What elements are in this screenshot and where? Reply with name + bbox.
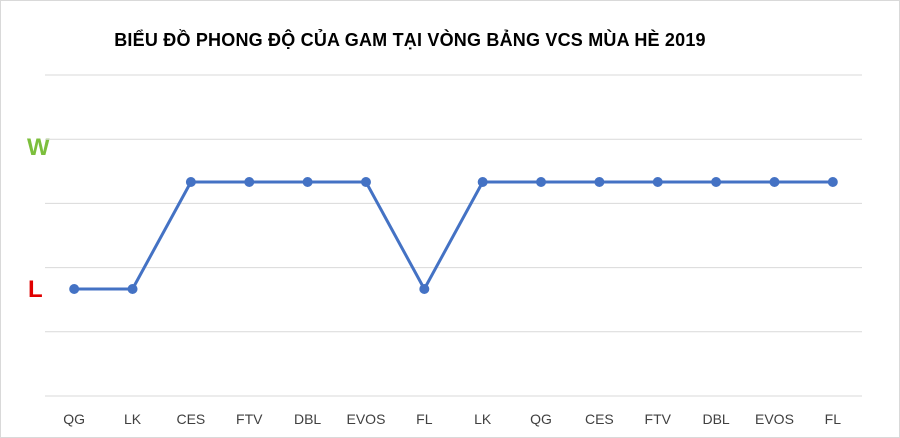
chart-title: BIỂU ĐỒ PHONG ĐỘ CỦA GAM TẠI VÒNG BẢNG V…	[114, 30, 706, 50]
x-tick-label: CES	[176, 411, 205, 427]
series-line	[74, 180, 833, 291]
data-point-evos-12	[769, 177, 780, 187]
data-point-lk-7	[477, 177, 488, 187]
data-points	[69, 177, 838, 294]
x-tick-label: LK	[124, 411, 142, 427]
x-tick-label: EVOS	[755, 411, 794, 427]
data-point-qg-0	[69, 284, 80, 294]
data-point-dbl-4	[302, 177, 313, 187]
x-tick-label: QG	[63, 411, 85, 427]
x-tick-label: EVOS	[347, 411, 386, 427]
x-tick-label: QG	[530, 411, 552, 427]
x-tick-label: DBL	[294, 411, 321, 427]
x-tick-label: FL	[416, 411, 433, 427]
y-label-win: W	[27, 134, 50, 161]
data-point-lk-1	[127, 284, 138, 294]
y-label-loss: L	[28, 276, 43, 303]
series-line-group	[74, 180, 833, 291]
x-axis-ticks: QG LK CES FTV DBL EVOS FL LK QG CES FTV DBL EVOS FL	[63, 411, 841, 427]
data-point-ftv-10	[652, 177, 663, 187]
data-point-fl-6	[419, 284, 430, 294]
data-point-evos-5	[360, 177, 371, 187]
data-point-ftv-3	[244, 177, 255, 187]
x-tick-label: DBL	[702, 411, 729, 427]
data-point-ces-2	[185, 177, 196, 187]
x-tick-label: LK	[474, 411, 492, 427]
x-tick-label: FL	[825, 411, 842, 427]
data-point-fl-13	[827, 177, 838, 187]
data-point-ces-9	[594, 177, 605, 187]
x-tick-label: CES	[585, 411, 614, 427]
data-point-qg-8	[536, 177, 547, 187]
data-point-dbl-11	[711, 177, 722, 187]
x-tick-label: FTV	[236, 411, 263, 427]
gridlines	[45, 74, 862, 397]
x-tick-label: FTV	[645, 411, 672, 427]
